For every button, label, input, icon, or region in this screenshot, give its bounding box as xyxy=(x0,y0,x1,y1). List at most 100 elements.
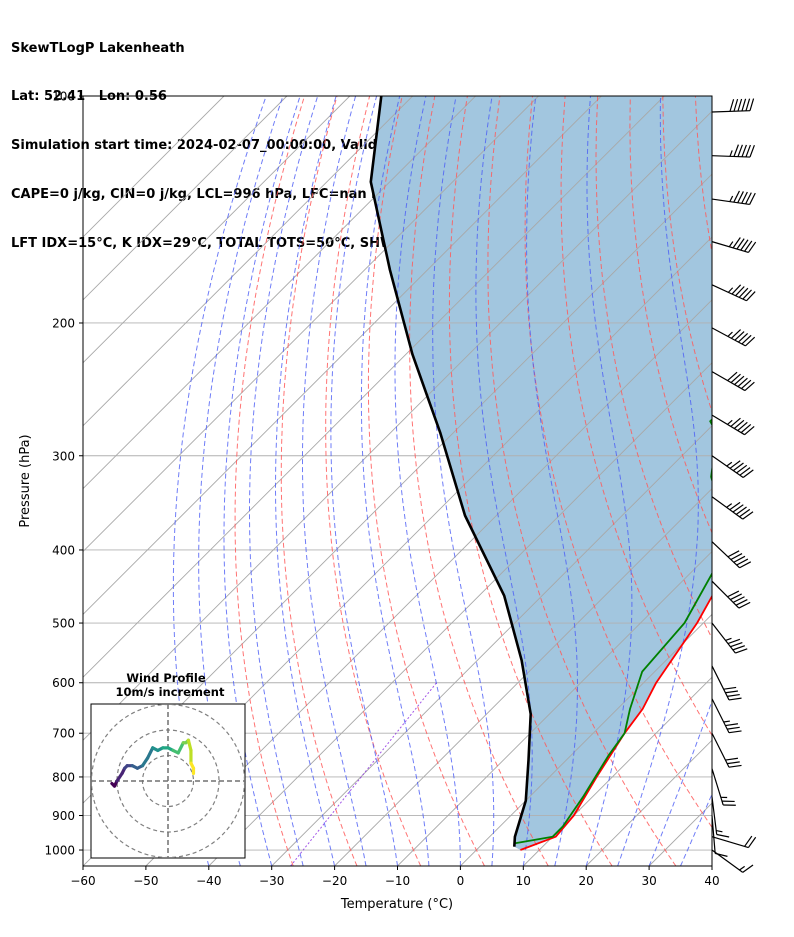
dry-adiabat xyxy=(448,96,613,866)
wind-barb-flag xyxy=(732,462,744,472)
wind-barb xyxy=(711,98,755,113)
moist-adiabat xyxy=(394,96,461,866)
moist-adiabat xyxy=(249,96,319,866)
wind-barb-flag xyxy=(747,241,757,253)
hodograph: Wind Profile 10m/s increment xyxy=(90,671,246,859)
wind-barb-flag xyxy=(747,836,757,848)
dry-adiabat xyxy=(280,96,358,866)
wind-barb-half-flag xyxy=(728,241,734,248)
wind-barb-half-flag xyxy=(723,720,730,723)
parcel-profile-line xyxy=(369,96,533,847)
wind-barb-flag xyxy=(729,99,735,112)
y-tick-label: 400 xyxy=(52,543,75,557)
wind-barb-flag xyxy=(735,506,747,515)
x-tick-label: −60 xyxy=(70,874,95,888)
wind-barb-staff xyxy=(711,155,750,158)
hodograph-title: Wind Profile xyxy=(126,671,206,685)
wind-barb-staff xyxy=(711,414,745,436)
wind-barb-flag xyxy=(728,764,742,768)
isotherm-gridline xyxy=(711,865,712,866)
wind-barb-flag xyxy=(733,190,740,203)
moist-adiabat xyxy=(172,96,267,866)
title-line-coordinates: Lat: 52.41 Lon: 0.56 xyxy=(11,89,167,105)
wind-barb-flag xyxy=(735,648,748,654)
y-axis-label: Pressure (hPa) xyxy=(18,434,33,527)
dry-adiabat xyxy=(487,96,677,866)
wind-barb-flag xyxy=(737,144,743,157)
wind-barb-half-flag xyxy=(727,331,733,337)
wind-barb-flag xyxy=(725,690,739,694)
wind-barb-flag xyxy=(741,191,748,204)
wind-barb-flag xyxy=(728,730,742,734)
wind-barb-flag xyxy=(739,561,752,569)
wind-barb-flag xyxy=(730,553,743,561)
wind-barbs xyxy=(711,98,757,873)
wind-barb-flag xyxy=(744,240,753,252)
wind-barb-flag xyxy=(739,467,751,476)
wind-barb-flag xyxy=(725,757,739,761)
wind-barb-flag xyxy=(741,144,747,157)
shaded-region xyxy=(370,96,712,850)
wind-barb xyxy=(711,455,754,478)
wind-barb-staff xyxy=(711,455,744,478)
wind-barb-flag xyxy=(733,419,745,429)
isotherm-gridline xyxy=(83,96,476,490)
y-tick-label: 900 xyxy=(52,809,75,823)
dry-adiabat xyxy=(761,96,794,866)
moist-adiabat xyxy=(198,96,284,866)
wind-barb-flag xyxy=(728,697,742,701)
wind-barb-flag xyxy=(730,329,741,339)
wind-barb xyxy=(711,541,752,569)
moist-adiabat xyxy=(302,96,367,866)
wind-barb xyxy=(711,284,756,302)
wind-barb xyxy=(711,796,730,838)
wind-barb-flag xyxy=(745,336,756,347)
wind-barb-flag xyxy=(736,464,748,474)
wind-barb-flag xyxy=(749,98,755,111)
wind-barb-flag xyxy=(727,371,738,382)
wind-barb-flag xyxy=(737,421,748,432)
wind-barb-flag xyxy=(738,601,751,609)
isotherm-gridline xyxy=(397,550,712,866)
wind-barb-half-flag xyxy=(726,503,733,508)
wind-barb-staff xyxy=(711,815,716,854)
wind-barb xyxy=(711,698,742,734)
dry-adiabat xyxy=(728,96,794,866)
wind-barb-flag xyxy=(744,835,753,847)
isotherm-gridline xyxy=(271,425,712,866)
wind-barb-flag xyxy=(746,291,756,302)
x-tick-label: 40 xyxy=(704,874,719,888)
wind-barb-staff xyxy=(711,327,746,347)
wind-barb-staff xyxy=(711,241,749,253)
dry-adiabat xyxy=(234,96,305,866)
wind-barb-flag xyxy=(749,145,755,158)
wind-barb-flag xyxy=(737,377,748,388)
wind-barb xyxy=(711,768,736,806)
isotherm-gridline xyxy=(145,299,712,866)
dry-adiabat xyxy=(409,96,549,866)
wind-barb-staff xyxy=(711,198,750,206)
wind-barb-flag xyxy=(738,332,749,343)
wind-barb xyxy=(711,144,755,158)
wind-barb-flag xyxy=(741,98,747,112)
wind-barb-flag xyxy=(744,426,755,436)
wind-barb-flag xyxy=(742,289,752,300)
moist-adiabat xyxy=(585,96,633,866)
x-tick-label: 20 xyxy=(579,874,594,888)
wind-barb-flag xyxy=(742,864,754,873)
wind-barb-flag xyxy=(740,239,749,251)
wind-barb-half-flag xyxy=(716,829,723,833)
wind-barb-flag xyxy=(729,460,741,469)
wind-barb-staff xyxy=(711,284,747,302)
wind-barb-flag xyxy=(732,237,741,249)
x-tick-label: 30 xyxy=(641,874,656,888)
x-tick-label: −50 xyxy=(133,874,158,888)
wind-barb-flag xyxy=(744,381,755,392)
wind-barb-staff xyxy=(711,580,740,609)
sounding-lines xyxy=(369,96,712,851)
isotherm-gridline xyxy=(83,96,414,427)
dry-adiabat xyxy=(662,96,712,414)
wind-barb-half-flag xyxy=(729,195,734,202)
wind-barb-staff xyxy=(711,622,736,654)
hodograph-segment xyxy=(146,746,155,760)
